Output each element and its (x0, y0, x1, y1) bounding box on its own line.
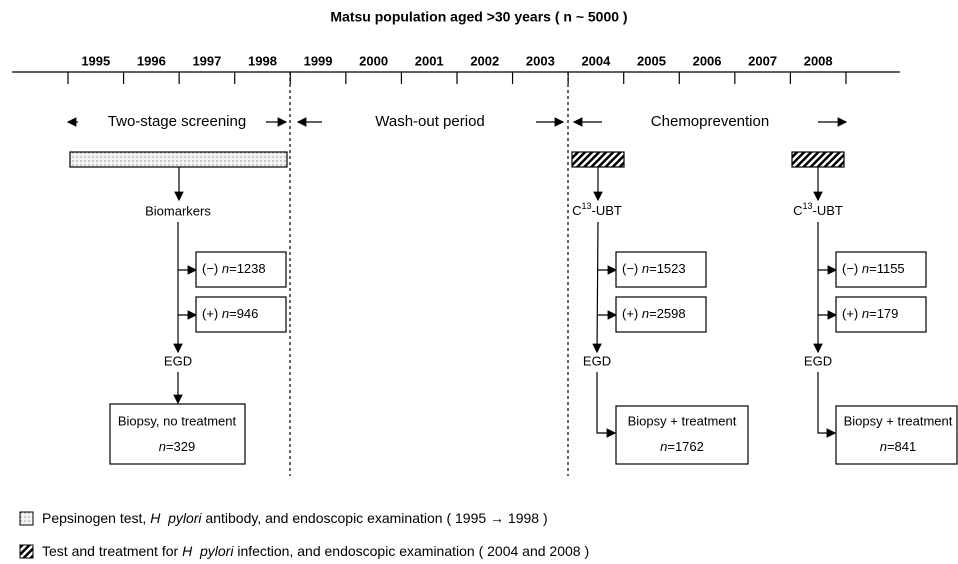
legend-swatch (19, 511, 34, 526)
year-label: 1998 (248, 53, 277, 68)
screening-bar (69, 151, 288, 168)
result-label: (−) n=1523 (622, 261, 686, 276)
outcome-label: Biopsy, no treatment (118, 413, 237, 428)
result-label: (−) n=1238 (202, 261, 266, 276)
phase-label: Two-stage screening (108, 113, 246, 130)
year-label: 2007 (748, 53, 777, 68)
phase-label: Wash-out period (375, 113, 485, 130)
year-label: 2004 (581, 53, 611, 68)
exam-label: EGD (583, 353, 611, 368)
year-label: 2003 (526, 53, 555, 68)
result-box (835, 251, 927, 288)
result-label: (+) n=2598 (622, 306, 686, 321)
year-label: 2001 (415, 53, 444, 68)
result-box (615, 296, 707, 333)
phase-label: Chemoprevention (651, 113, 769, 130)
legend-swatch (19, 544, 34, 559)
year-label: 1999 (304, 53, 333, 68)
result-box (195, 251, 287, 288)
year-label: 2005 (637, 53, 666, 68)
outcome-box (109, 403, 246, 465)
treatment-bar (571, 151, 625, 168)
exam-label: EGD (804, 353, 832, 368)
year-labels: 1995 1996 1997 1998 1999 2000 2001 2002 2003 2004… (81, 53, 832, 68)
outcome-label: Biopsy + treatment (844, 413, 953, 428)
outcome-count: n=1762 (660, 439, 704, 454)
flow: C13-UBT (−) n=1155 (+) n=179 EGD Biopsy … (793, 167, 958, 465)
result-box (835, 296, 927, 333)
start-label: C13-UBT (793, 201, 843, 218)
outcome-box (615, 405, 749, 465)
flow: Biomarkers (−) n=1238 (+) n=946 EGD Biop… (109, 167, 287, 465)
legend-label: Pepsinogen test, H pylori antibody, and … (42, 510, 548, 526)
timeline-ticks (67, 72, 847, 84)
outcome-count: n=841 (880, 439, 917, 454)
outcome-count: n=329 (159, 439, 196, 454)
year-label: 2006 (693, 53, 722, 68)
treatment-bar (791, 151, 845, 168)
year-label: 1996 (137, 53, 166, 68)
start-label: Biomarkers (145, 203, 211, 218)
flow: C13-UBT (−) n=1523 (+) n=2598 EGD Biopsy… (572, 167, 749, 465)
result-label: (+) n=946 (202, 306, 258, 321)
result-box (195, 296, 287, 333)
title: Matsu population aged >30 years ( n ~ 50… (330, 9, 627, 25)
exam-label: EGD (164, 353, 192, 368)
legend-label: Test and treatment for H pylori infectio… (42, 543, 589, 559)
year-label: 2000 (359, 53, 388, 68)
outcome-box (835, 405, 958, 465)
year-label: 1995 (81, 53, 110, 68)
year-label: 1997 (192, 53, 221, 68)
result-label: (+) n=179 (842, 306, 898, 321)
result-box (615, 251, 707, 288)
outcome-label: Biopsy + treatment (628, 413, 737, 428)
year-label: 2002 (470, 53, 499, 68)
start-label: C13-UBT (572, 201, 622, 218)
year-label: 2008 (804, 53, 833, 68)
result-label: (−) n=1155 (842, 261, 905, 276)
